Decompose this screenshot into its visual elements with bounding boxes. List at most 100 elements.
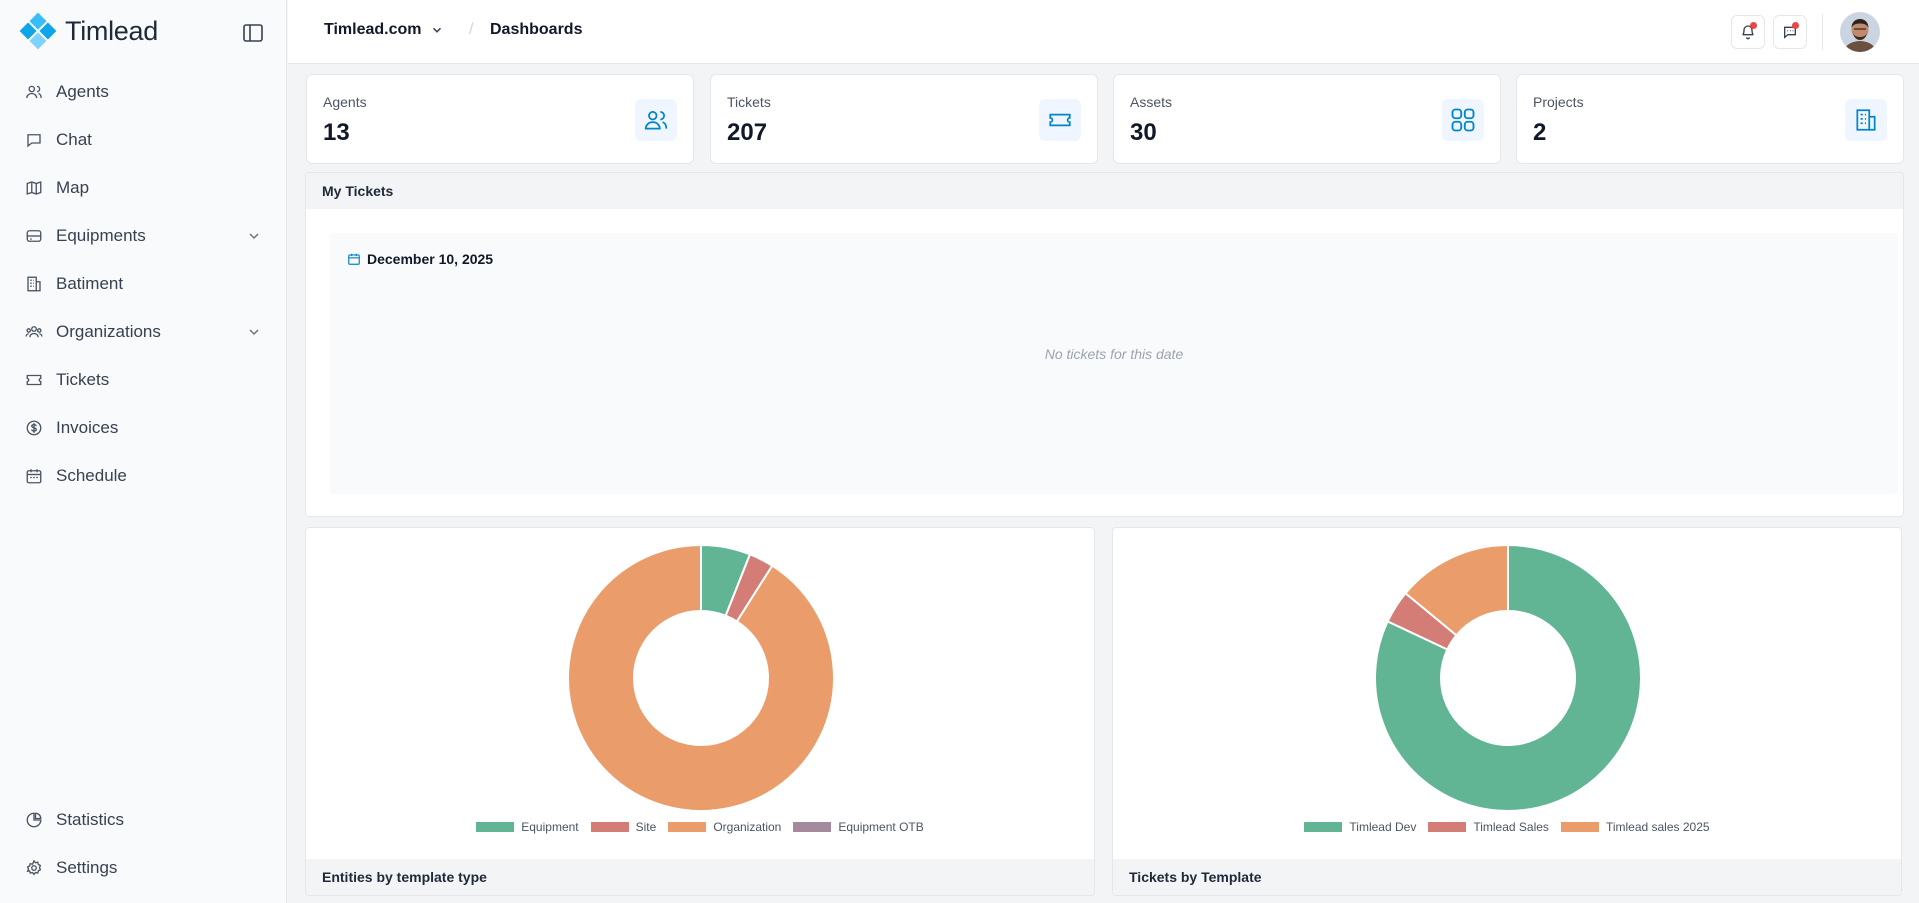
equipment-icon [24, 226, 44, 246]
sidebar-item-map[interactable]: Map [0, 164, 286, 212]
users-icon [635, 99, 677, 141]
chevron-down-icon [249, 329, 259, 336]
legend-label: Organization [713, 820, 782, 834]
messages-button[interactable] [1773, 15, 1807, 49]
legend-label: Timlead sales 2025 [1605, 820, 1710, 834]
dollar-icon [24, 418, 44, 438]
stat-value: 2 [1533, 119, 1547, 146]
legend-label: Equipment OTB [838, 820, 924, 834]
building-icon [1845, 99, 1887, 141]
stat-label: Assets [1130, 94, 1173, 110]
my-tickets-panel: My Tickets December 10, 2025 No tickets … [305, 172, 1904, 517]
sidebar-item-chat[interactable]: Chat [0, 116, 286, 164]
sidebar-item-label: Statistics [56, 810, 125, 829]
org-switcher[interactable]: Timlead.com [324, 21, 444, 39]
sidebar-item-label: Schedule [56, 466, 127, 485]
sidebar-item-settings[interactable]: Settings [0, 844, 286, 892]
legend-item[interactable]: Equipment [476, 820, 579, 834]
stat-card-assets[interactable]: Assets 30 [1113, 74, 1501, 164]
sidebar-item-statistics[interactable]: Statistics [0, 796, 286, 844]
stat-card-agents[interactable]: Agents 13 [306, 74, 694, 164]
stat-card-tickets[interactable]: Tickets 207 [710, 74, 1098, 164]
chart-legend: Timlead Dev Timlead Sales Timlead sales 20… [1113, 820, 1901, 834]
chat-icon [24, 130, 44, 150]
sidebar-item-label: Settings [56, 858, 118, 877]
sidebar-item-label: Tickets [56, 370, 110, 389]
selected-date[interactable]: December 10, 2025 [347, 251, 493, 267]
org-name: Timlead.com [324, 21, 422, 38]
sidebar-item-schedule[interactable]: Schedule [0, 452, 286, 500]
sidebar-item-label: Map [56, 178, 90, 197]
date-label: December 10, 2025 [367, 251, 494, 267]
stat-value: 13 [323, 119, 350, 146]
empty-state-message: No tickets for this date [1044, 346, 1184, 362]
stat-card-projects[interactable]: Projects 2 [1516, 74, 1904, 164]
donut-slice-organization[interactable] [567, 543, 835, 812]
calendar-icon [24, 466, 44, 486]
brand-logo[interactable]: Timlead [18, 11, 158, 51]
legend-swatch [1560, 822, 1599, 832]
notifications-button[interactable] [1731, 15, 1765, 49]
ticket-icon [24, 370, 44, 390]
map-icon [24, 178, 44, 198]
breadcrumb-separator: / [469, 21, 474, 38]
message-dot [1792, 22, 1799, 29]
legend-item[interactable]: Site [590, 820, 657, 834]
ticket-icon [1039, 99, 1081, 141]
stat-label: Projects [1533, 94, 1584, 110]
grid-icon [1442, 99, 1484, 141]
legend-swatch [590, 822, 629, 832]
sidebar-item-agents[interactable]: Agents [0, 68, 286, 116]
stat-value: 207 [727, 119, 768, 146]
users-icon [24, 82, 44, 102]
legend-item[interactable]: Timlead Sales [1428, 820, 1549, 834]
chart-legend: Equipment Site Organization Equipment OTB [306, 820, 1094, 834]
sidebar-item-label: Organizations [56, 322, 161, 341]
donut-slice-timlead-dev[interactable] [1374, 543, 1642, 812]
sidebar-item-label: Equipments [56, 226, 146, 245]
chevron-down-icon [432, 27, 441, 33]
legend-swatch [1304, 822, 1343, 832]
sidebar-item-equipments[interactable]: Equipments [0, 212, 286, 260]
donut-slice-timlead-sales-2025[interactable] [1404, 543, 1509, 637]
calendar-icon [348, 253, 360, 265]
sidebar-item-tickets[interactable]: Tickets [0, 356, 286, 404]
tickets-calendar-area: December 10, 2025 No tickets for this da… [330, 233, 1898, 494]
stat-label: Tickets [727, 94, 771, 110]
legend-item[interactable]: Organization [668, 820, 781, 834]
tickets-template-chart-panel: Timlead Dev Timlead Sales Timlead sales 20… [1112, 527, 1902, 896]
avatar[interactable] [1840, 12, 1880, 52]
bell-icon [1742, 25, 1754, 40]
building-icon [24, 274, 44, 294]
stat-label: Agents [323, 94, 367, 110]
legend-item[interactable]: Timlead sales 2025 [1560, 820, 1710, 834]
legend-label: Site [635, 820, 657, 834]
top-header: Timlead.com / Dashboards [288, 0, 1919, 64]
sidebar: Timlead Agents Chat Map [0, 0, 287, 903]
notification-dot [1750, 22, 1757, 29]
legend-item[interactable]: Timlead Dev [1304, 820, 1416, 834]
legend-swatch [793, 822, 832, 832]
chart-title: Entities by template type [306, 859, 1094, 895]
legend-label: Timlead Dev [1349, 820, 1417, 834]
sidebar-item-label: Batiment [56, 274, 124, 293]
legend-item[interactable]: Equipment OTB [793, 820, 924, 834]
sidebar-nav: Agents Chat Map Equipments Batiment [0, 68, 286, 500]
sidebar-item-label: Chat [56, 130, 92, 149]
sidebar-item-invoices[interactable]: Invoices [0, 404, 286, 452]
sidebar-item-organizations[interactable]: Organizations [0, 308, 286, 356]
entities-donut-chart [567, 543, 835, 812]
sidebar-item-batiment[interactable]: Batiment [0, 260, 286, 308]
sidebar-toggle-button[interactable] [241, 21, 265, 45]
gear-icon [24, 858, 44, 878]
legend-swatch [476, 822, 515, 832]
tickets-template-donut-chart [1374, 543, 1642, 812]
sidebar-bottom-nav: Statistics Settings [0, 796, 286, 892]
sidebar-item-label: Agents [56, 82, 109, 101]
sidebar-panel-icon [243, 24, 263, 42]
user-avatar-icon [1840, 12, 1880, 52]
stat-value: 30 [1130, 119, 1157, 146]
pie-chart-icon [24, 810, 44, 830]
entities-chart-panel: Equipment Site Organization Equipment OTB E… [305, 527, 1095, 896]
page-title: Dashboards [490, 21, 583, 38]
